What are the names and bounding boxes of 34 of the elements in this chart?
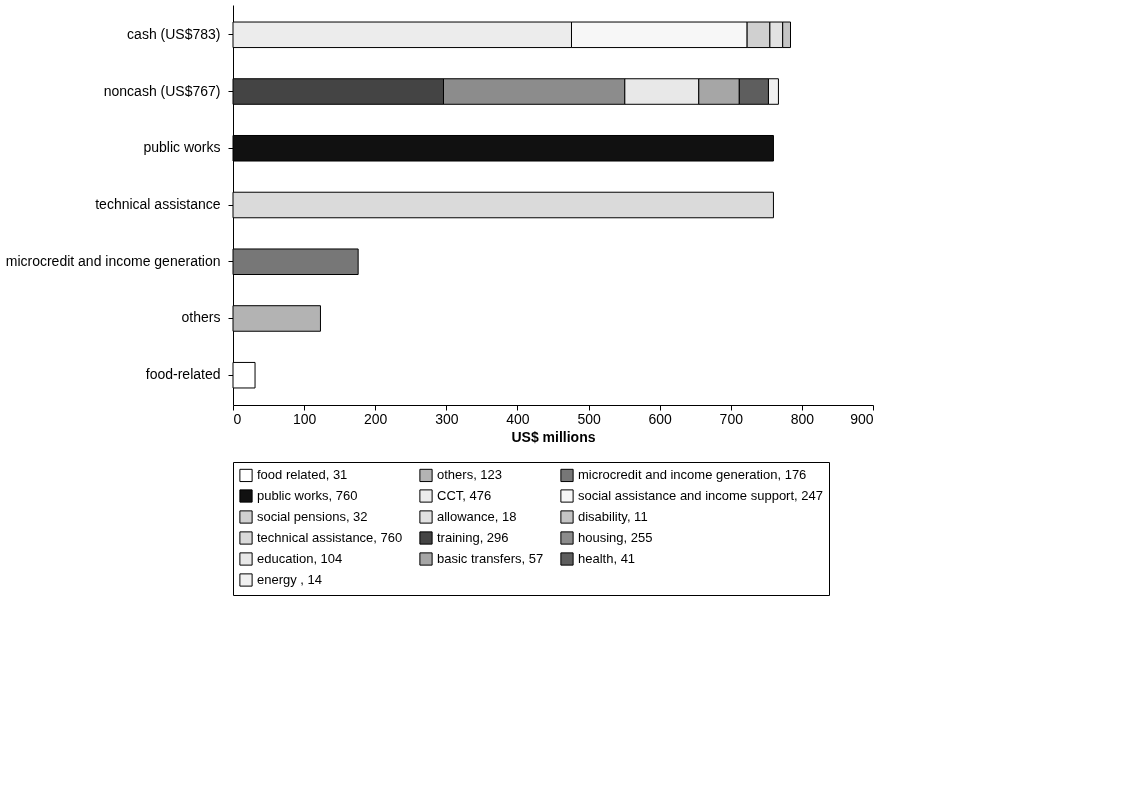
y-tick-label: noncash (US$767)	[103, 82, 221, 99]
legend-label: allowance, 18	[437, 509, 517, 524]
y-tick-label: others	[181, 309, 221, 326]
y-tick-label: microcredit and income generation	[5, 252, 221, 269]
x-tick-label: 300	[435, 410, 459, 427]
legend-label: training, 296	[437, 530, 509, 545]
legend-label: energy , 14	[257, 572, 323, 587]
x-axis-title: US$ millions	[511, 428, 596, 445]
legend-label: social assistance and income support, 247	[578, 488, 823, 503]
legend-label: disability, 11	[578, 509, 648, 524]
y-tick-label: food-related	[145, 366, 221, 383]
x-tick-label: 900	[850, 410, 874, 427]
legend-label: housing, 255	[578, 530, 653, 545]
legend-label: social pensions, 32	[257, 509, 368, 524]
legend-label: basic transfers, 57	[437, 551, 544, 566]
legend-label: public works, 760	[257, 488, 358, 503]
legend-label: technical assistance, 760	[257, 530, 403, 545]
legend-label: education, 104	[257, 551, 343, 566]
x-tick-label: 500	[577, 410, 601, 427]
legend-label: CCT, 476	[437, 488, 492, 503]
x-tick-label: 100	[292, 410, 317, 427]
x-tick-label: 800	[790, 410, 815, 427]
y-tick-label: public works	[143, 139, 221, 156]
legend-label: health, 41	[578, 551, 636, 566]
y-tick-label: cash (US$783)	[127, 25, 221, 42]
x-tick-label: 600	[648, 410, 673, 427]
legend-label: others, 123	[437, 467, 503, 483]
x-tick-label: 700	[719, 410, 744, 427]
legend-label: microcredit and income generation, 176	[578, 467, 807, 483]
x-tick-label: 0	[233, 410, 242, 427]
legend-label: food related, 31	[257, 467, 348, 483]
x-tick-label: 200	[364, 410, 388, 427]
x-tick-label: 400	[506, 410, 530, 427]
y-tick-label: technical assistance	[95, 196, 221, 212]
